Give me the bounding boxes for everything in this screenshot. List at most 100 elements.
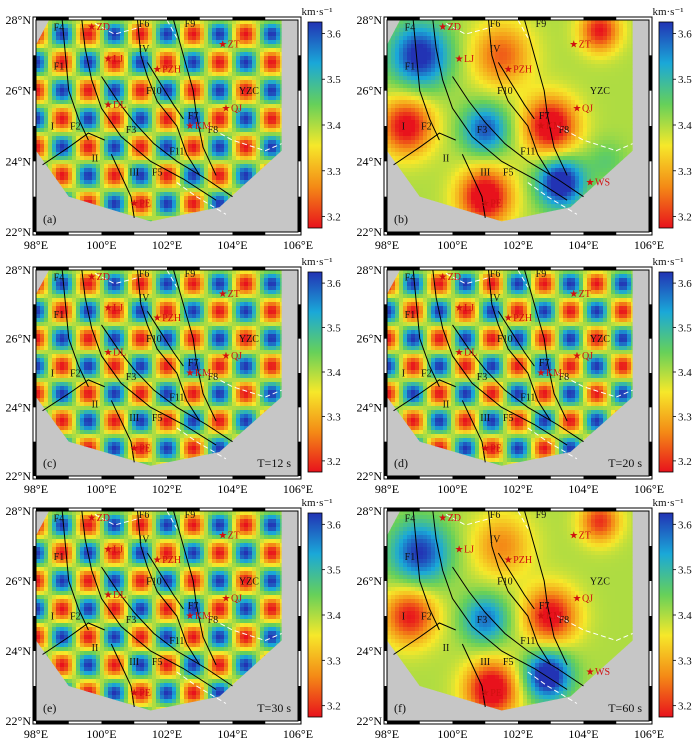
fault-traces	[42, 510, 282, 708]
fault-line	[393, 622, 456, 655]
x-tick-label: 102°E	[503, 727, 533, 741]
colorbar-unit: km·s⁻¹	[652, 497, 683, 509]
region-label: F1	[54, 310, 65, 321]
colorbar-tick-label: 3.2	[327, 456, 341, 468]
region-label: II	[92, 643, 99, 654]
region-label: F8	[208, 615, 219, 626]
region-label: II	[92, 153, 99, 164]
colorbar-scale	[307, 271, 323, 473]
colorbar-tick-label: 3.3	[327, 655, 341, 667]
station-label: KM	[546, 121, 562, 132]
fault-line	[461, 400, 486, 463]
y-tick-label: 24°N	[357, 154, 383, 168]
region-label: F1	[54, 552, 65, 563]
fault-line	[81, 19, 217, 201]
region-label: F4	[54, 514, 65, 525]
station-label: PE	[139, 444, 151, 455]
station-label: QJ	[582, 351, 593, 362]
x-tick-label: 102°E	[503, 482, 533, 496]
colorbar-tick-label: 3.4	[327, 367, 341, 379]
region-label: F3	[126, 372, 137, 383]
station-marker: ★	[104, 303, 113, 314]
region-label: II	[92, 399, 99, 410]
boundary-dashed	[557, 372, 633, 398]
region-label: F10	[146, 577, 162, 588]
colorbar-tick-label: 3.3	[678, 411, 692, 423]
region-label: F6	[490, 19, 501, 30]
colorbar-tick-label: 3.4	[327, 120, 341, 132]
station-label: PZH	[162, 64, 181, 75]
boundary-dashed	[517, 19, 529, 38]
region-label: F2	[421, 612, 432, 623]
boundary-dashed	[527, 671, 578, 704]
station-marker: ★	[504, 555, 513, 566]
station-label: ZT	[579, 531, 591, 542]
fault-line	[137, 269, 201, 422]
colorbar: km·s⁻¹ 3.2 3.3 3.4 3.5 3.6	[652, 6, 692, 229]
region-label: F2	[70, 368, 81, 379]
station-label: ZD	[448, 272, 461, 283]
region-label: F7	[188, 358, 199, 369]
station-marker: ★	[504, 313, 513, 324]
region-label: F1	[405, 61, 416, 72]
y-tick-label: 22°N	[6, 714, 32, 728]
region-label: F8	[208, 372, 219, 383]
y-tick-label: 22°N	[357, 714, 383, 728]
station-marker: ★	[536, 611, 545, 622]
y-tick-label: 26°N	[6, 574, 32, 588]
y-tick-label: 22°N	[357, 469, 383, 483]
x-tick-label: 106°E	[283, 238, 313, 252]
region-label: I	[51, 368, 54, 379]
region-label: F7	[539, 358, 550, 369]
region-label: YZC	[590, 334, 610, 345]
region-label: F10	[146, 86, 162, 97]
station-marker: ★	[481, 688, 490, 699]
colorbar-scale	[307, 512, 323, 718]
boundary-dashed	[517, 269, 529, 288]
fault-line	[61, 19, 89, 141]
region-label: I	[51, 122, 54, 133]
region-label: F10	[146, 334, 162, 345]
colorbar-tick-label: 3.6	[327, 519, 341, 531]
station-label: PZH	[162, 555, 181, 566]
station-marker: ★	[218, 531, 227, 542]
fault-traces	[393, 19, 633, 218]
velocity-field	[36, 270, 282, 466]
region-label: F9	[536, 510, 547, 521]
region-label: I	[402, 368, 405, 379]
fault-line	[42, 379, 105, 412]
y-tick-label: 28°N	[357, 13, 383, 27]
colorbar-tick-label: 3.4	[327, 610, 341, 622]
x-tick-label: 104°E	[217, 238, 247, 252]
x-tick-label: 98°E	[24, 238, 48, 252]
panel-tag: (e)	[43, 701, 56, 715]
boundary-dashed	[557, 125, 633, 152]
region-label: F3	[477, 125, 488, 136]
station-label: LJ	[113, 54, 123, 65]
region-label: YZC	[590, 577, 610, 588]
region-label: F4	[405, 514, 416, 525]
station-label: WS	[595, 667, 610, 678]
y-tick-label: 28°N	[357, 263, 383, 277]
region-label: I	[51, 612, 54, 623]
region-label: III	[480, 657, 490, 668]
region-label: F6	[490, 510, 501, 521]
station-label: LJ	[464, 54, 474, 65]
fault-line	[524, 19, 568, 176]
region-label: F10	[497, 334, 513, 345]
fault-line	[146, 310, 184, 367]
station-marker: ★	[572, 103, 581, 114]
region-label: IV	[139, 535, 150, 546]
boundary-dashed	[94, 514, 141, 526]
fault-line	[432, 269, 568, 446]
station-marker: ★	[87, 22, 96, 33]
colorbar-scale	[658, 21, 674, 229]
station-marker: ★	[586, 667, 595, 678]
panel-tag: (a)	[43, 212, 56, 226]
station-marker: ★	[185, 611, 194, 622]
fault-line	[393, 379, 456, 412]
x-tick-label: 100°E	[86, 238, 116, 252]
region-label: F3	[477, 372, 488, 383]
fault-line	[101, 76, 233, 198]
colorbar-tick-label: 3.2	[678, 456, 692, 468]
